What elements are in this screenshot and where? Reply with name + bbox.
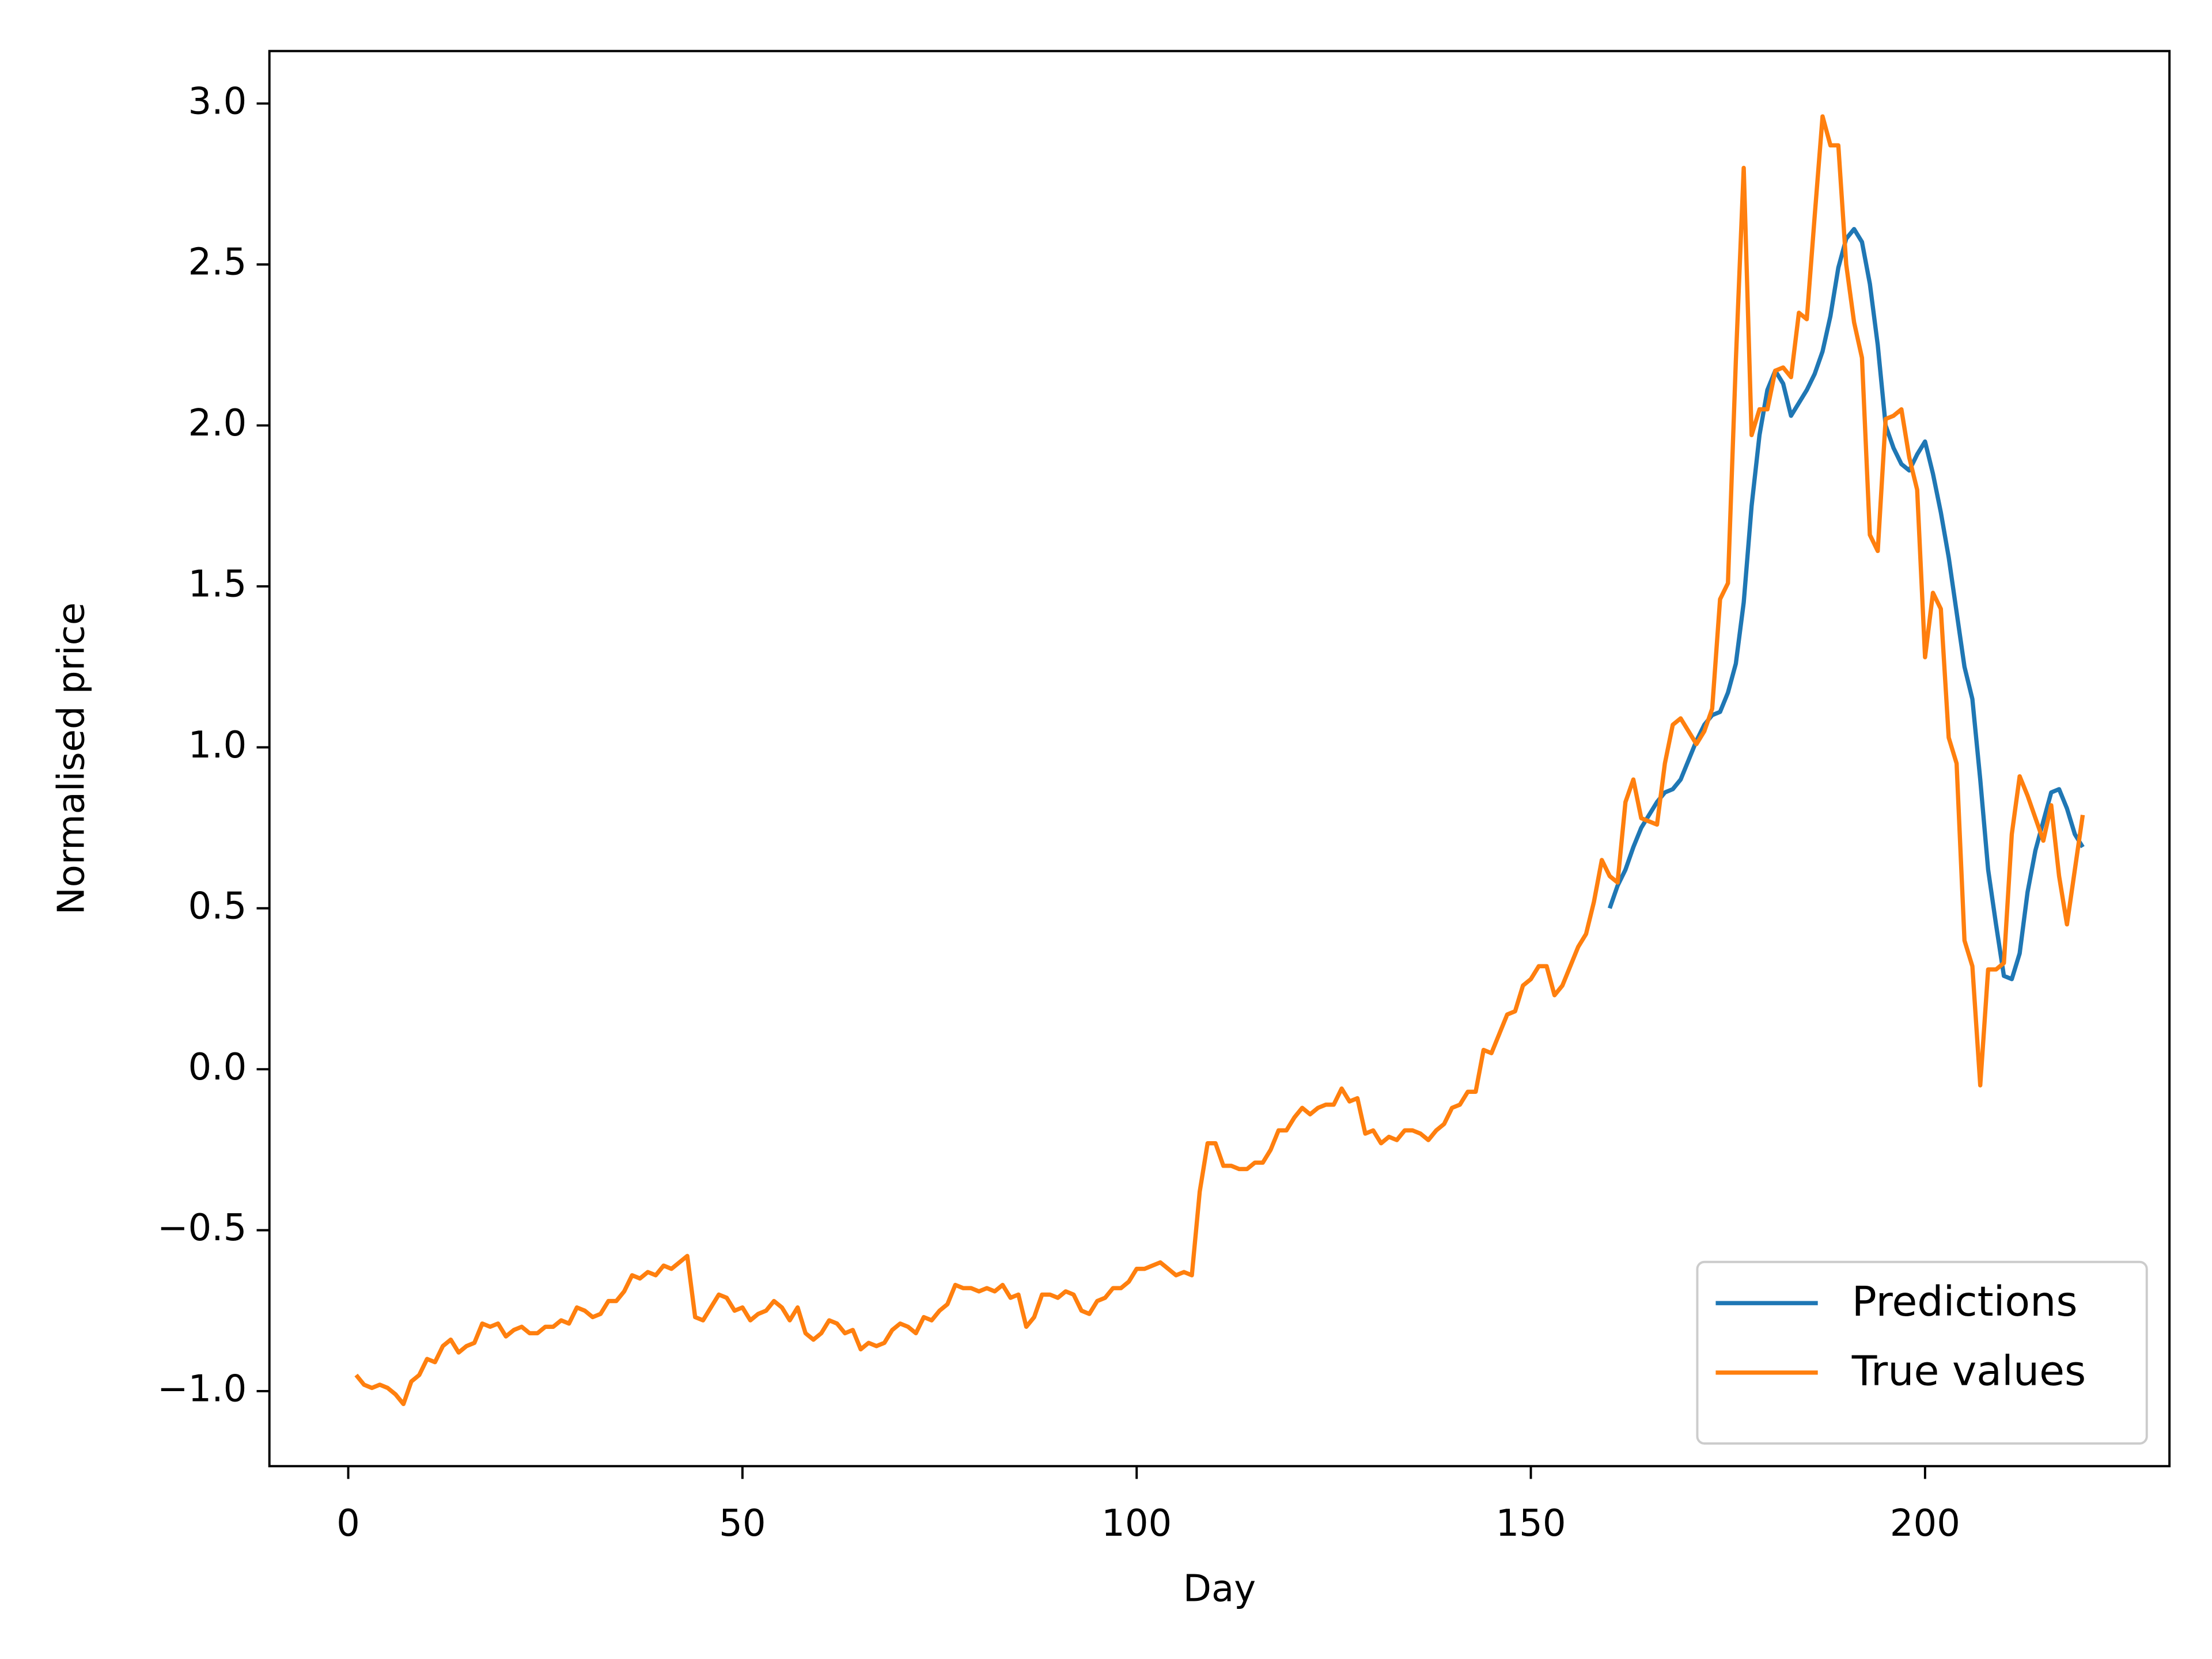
x-tick-label: 0 [336,1502,360,1545]
y-tick-label: 0.0 [188,1046,247,1089]
y-tick-label: 0.5 [188,885,247,927]
y-axis-label: Normalised price [51,603,93,915]
y-tick-label: 2.0 [188,402,247,445]
y-tick-label: 2.5 [188,241,247,284]
axes-frame [268,50,2171,1468]
x-tick-label: 150 [1495,1502,1566,1545]
y-tick-label: 3.0 [188,80,247,123]
legend-label: Predictions [1852,1278,2078,1325]
y-tick-label: −1.0 [157,1368,247,1411]
x-tick-label: 200 [1890,1502,1960,1545]
x-axis-label: Day [1183,1567,1256,1610]
legend-box [1696,1260,2148,1445]
x-tick-label: 100 [1101,1502,1172,1545]
legend-label: True values [1851,1347,2086,1395]
y-tick-label: 1.0 [188,724,247,767]
y-tick-label: 1.5 [188,563,247,606]
y-tick-label: −0.5 [157,1207,247,1249]
line [354,114,2085,1407]
x-tick-label: 50 [719,1502,766,1545]
